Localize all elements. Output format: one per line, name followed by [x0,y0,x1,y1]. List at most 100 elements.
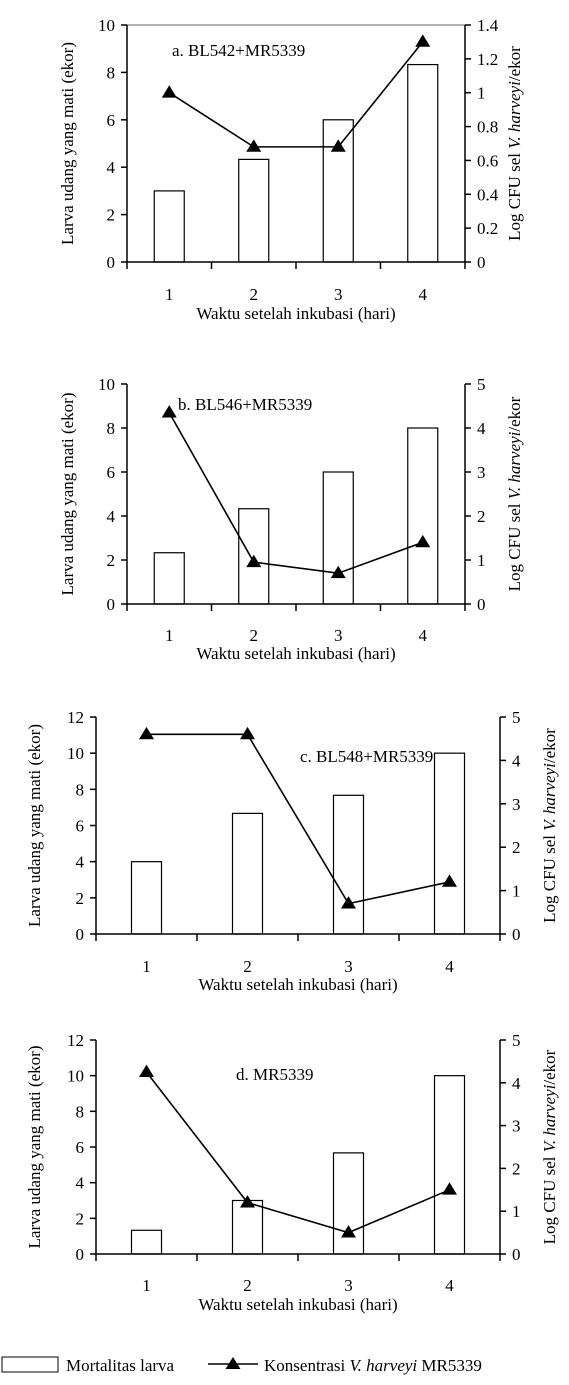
bar-mortality [153,190,185,263]
legend-bar-swatch [1,1356,59,1373]
y-tick-label-right: 0 [512,925,521,944]
legend-bar-label: Mortalitas larva [66,1356,175,1375]
line-point-marker [330,139,346,152]
y-tick-label-right: 1.2 [477,50,498,69]
y-tick-label-right: 3 [512,795,521,814]
legend: Mortalitas larva Konsentrasi V. harveyi … [1,1356,482,1375]
y-tick-label-right: 1 [477,551,486,570]
y-tick-label-left: 12 [67,708,84,727]
line-point-marker [415,534,431,548]
y-tick-label-right: 1 [512,1202,521,1221]
x-tick-label: 2 [250,285,259,304]
x-tick-label: 3 [334,626,343,645]
x-tick-label: 4 [419,285,428,304]
x-tick-label: 4 [445,957,454,976]
y-tick-label-right: 2 [512,838,521,857]
x-axis-label: Waktu setelah inkubasi (hari) [196,644,395,663]
y-tick-label-left: 6 [76,1138,85,1157]
line-point-marker [246,139,262,152]
line-point-marker [442,874,457,887]
x-tick-label: 3 [344,957,353,976]
x-tick-label: 4 [445,1276,454,1295]
y-tick-label-left: 6 [107,111,116,130]
x-tick-label: 2 [243,957,252,976]
y-tick-label-left: 2 [76,889,85,908]
x-axis-label: Waktu setelah inkubasi (hari) [198,975,397,994]
y-tick-label-right: 1 [512,882,521,901]
y-tick-label-left: 0 [107,595,116,614]
line-point-marker [246,554,262,568]
y-axis-label-left: Larva udang yang mati (ekor) [25,724,44,927]
bar-mortality [231,812,264,935]
y-tick-label-left: 4 [107,158,116,177]
y-tick-label-left: 8 [107,63,116,82]
bar-mortality [407,427,439,605]
y-axis-label-right: Log CFU sel V. harveyi/ekor [540,1049,559,1244]
y-tick-label-left: 0 [76,1245,85,1264]
y-tick-label-right: 0 [477,253,486,272]
y-tick-label-left: 12 [67,1031,84,1050]
line-concentration [146,733,450,905]
y-tick-label-right: 4 [512,1074,521,1093]
x-tick-label: 2 [250,626,259,645]
y-axis-label-right: Log CFU sel V. harveyi/ekor [505,396,524,591]
y-tick-label-left: 2 [107,206,116,225]
panel-label: c. BL548+MR5339 [300,747,433,766]
line-point-marker [240,726,255,740]
panel-label: b. BL546+MR5339 [178,395,312,414]
bar-mortality [433,752,466,935]
x-tick-label: 3 [344,1276,353,1295]
bar-mortality [332,794,365,935]
y-axis-label-left: Larva udang yang mati (ekor) [58,42,77,245]
line-point-marker [139,726,154,740]
x-tick-label: 1 [165,285,174,304]
bar-mortality [130,861,163,935]
line-point-marker [161,405,177,418]
y-tick-label-right: 0.2 [477,219,498,238]
x-tick-label: 4 [419,626,428,645]
y-tick-label-right: 2 [512,1159,521,1178]
y-tick-label-left: 4 [76,853,85,872]
y-tick-label-left: 6 [76,817,85,836]
line-point-marker [341,1225,356,1238]
x-axis-label: Waktu setelah inkubasi (hari) [196,304,395,323]
y-tick-label-right: 5 [512,708,521,727]
y-tick-label-left: 0 [76,925,85,944]
bar-mortality [322,471,354,605]
y-tick-label-left: 10 [67,1067,84,1086]
x-tick-label: 1 [142,957,151,976]
y-tick-label-right: 1 [477,84,486,103]
line-point-marker [161,85,177,98]
line-concentration [168,41,424,148]
y-tick-label-right: 3 [477,463,486,482]
y-tick-label-left: 8 [76,1102,85,1121]
line-point-marker [442,1182,457,1195]
legend-triangle-marker [225,1357,241,1369]
bar-mortality [153,552,185,605]
y-tick-label-left: 2 [107,551,116,570]
line-point-marker [341,896,356,909]
y-tick-label-left: 0 [107,253,116,272]
y-tick-label-left: 4 [107,507,116,526]
line-concentration [168,412,424,575]
line-point-marker [139,1064,154,1077]
y-axis-label-left: Larva udang yang mati (ekor) [58,393,77,596]
y-tick-label-left: 8 [107,419,116,438]
x-tick-label: 1 [165,626,174,645]
chart-panel: 0 2 4 6 8 10 0 1 2 3 4 5 1 2 3 4 b. BL546+MR5339 Waktu se… [58,375,524,663]
y-axis-label-left: Larva udang yang mati (ekor) [25,1046,44,1249]
x-tick-label: 2 [243,1276,252,1295]
y-tick-label-right: 4 [477,419,486,438]
bar-mortality [238,158,270,263]
y-tick-label-right: 0.6 [477,151,498,170]
y-tick-label-right: 0.4 [477,185,499,204]
bar-mortality [433,1075,466,1255]
line-point-marker [415,34,431,47]
y-tick-label-right: 3 [512,1117,521,1136]
chart-panel: 0 2 4 6 8 10 0 0.2 0.4 0.6 0.8 1 1.2 1.4 1 2 3 4 a. BL542+… [58,16,524,323]
x-axis-label: Waktu setelah inkubasi (hari) [198,1295,397,1314]
